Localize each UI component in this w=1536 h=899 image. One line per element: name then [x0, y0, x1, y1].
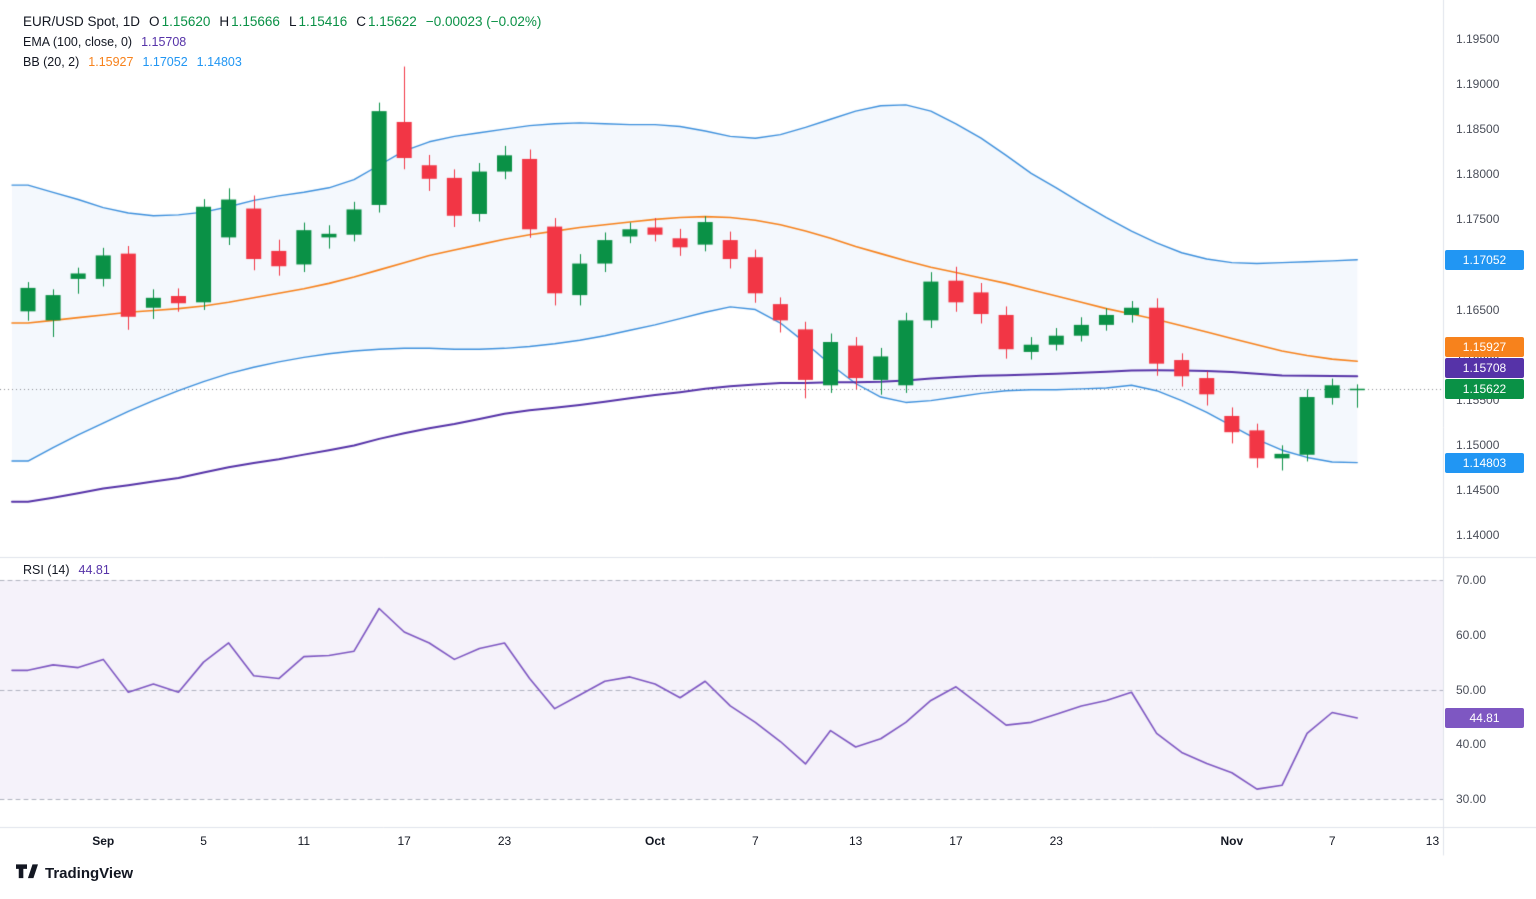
time-axis-label: Sep: [92, 834, 115, 848]
brand-name[interactable]: TradingView: [45, 865, 134, 882]
footer: TradingView: [16, 864, 133, 883]
bb-label: BB (20, 2): [23, 55, 80, 69]
time-axis-label: 13: [1425, 834, 1440, 848]
time-axis-label: 7: [751, 834, 759, 848]
rsi-badge: 44.81: [1445, 707, 1524, 728]
price-axis-label: 1.17500: [1456, 212, 1500, 227]
rsi-axis-label: 30.00: [1456, 792, 1487, 806]
time-axis-label: 23: [497, 834, 512, 848]
change-value: −0.00023 (−0.02%): [425, 14, 542, 29]
price-badge: 1.15622: [1445, 378, 1524, 399]
high-label: H: [219, 14, 230, 29]
bb-upper-value: 1.17052: [142, 55, 188, 69]
time-axis-label: 5: [200, 834, 207, 848]
low-label: L: [288, 14, 297, 29]
tradingview-logo-icon[interactable]: [16, 864, 38, 883]
bb-basis-value: 1.15927: [88, 55, 134, 69]
price-axis-label: 1.14500: [1456, 482, 1500, 497]
time-axis-label: 7: [1328, 834, 1336, 848]
ema-value: 1.15708: [141, 35, 187, 49]
rsi-axis-label: 70.00: [1456, 573, 1487, 587]
close-label: C: [356, 14, 367, 29]
price-axis-label: 1.19500: [1456, 32, 1500, 46]
close-value: 1.15622: [368, 14, 417, 29]
time-axis-label: 23: [1049, 834, 1063, 848]
time-axis-label: 17: [949, 834, 963, 848]
symbol-legend-row[interactable]: EUR/USD Spot, 1D O 1.15620 H 1.15666 L 1.15…: [23, 14, 541, 29]
price-axis-label: 1.14000: [1456, 528, 1500, 542]
price-axis-label: 1.15000: [1456, 437, 1500, 452]
legend: EUR/USD Spot, 1D O 1.15620 H 1.15666 L 1.15…: [23, 14, 541, 75]
low-value: 1.15416: [298, 14, 348, 29]
time-axis-label: Nov: [1220, 834, 1244, 848]
rsi-value: 44.81: [78, 563, 110, 577]
rsi-axis-label: 50.00: [1456, 682, 1487, 697]
price-axis-label: 1.18000: [1456, 167, 1500, 182]
price-badge: 1.15927: [1445, 336, 1524, 357]
rsi-label: RSI (14): [23, 563, 70, 577]
time-axis-label: Oct: [644, 834, 666, 848]
rsi-legend-row[interactable]: RSI (14) 44.81: [23, 563, 110, 577]
rsi-axis-label: 60.00: [1456, 627, 1487, 642]
price-badge: 1.14803: [1445, 452, 1524, 473]
price-badge: 1.17052: [1445, 249, 1524, 270]
bb-lower-value: 1.14803: [196, 55, 242, 69]
price-axis-label: 1.19000: [1456, 77, 1500, 92]
high-value: 1.15666: [231, 14, 280, 29]
open-value: 1.15620: [161, 14, 211, 29]
symbol-title[interactable]: EUR/USD Spot, 1D: [23, 14, 141, 29]
rsi-axis-label: 40.00: [1456, 737, 1487, 752]
price-axis-label: 1.16500: [1456, 302, 1500, 317]
price-axis-label: 1.18500: [1456, 122, 1500, 137]
time-axis-label: 11: [297, 834, 311, 848]
open-label: O: [149, 14, 160, 29]
time-axis-label: 13: [848, 834, 863, 848]
bb-legend-row[interactable]: BB (20, 2) 1.15927 1.17052 1.14803: [23, 55, 541, 69]
ema-legend-row[interactable]: EMA (100, close, 0) 1.15708: [23, 35, 541, 49]
ema-label: EMA (100, close, 0): [23, 35, 133, 49]
price-badge: 1.15708: [1445, 357, 1524, 378]
time-axis-label: 17: [397, 834, 411, 848]
